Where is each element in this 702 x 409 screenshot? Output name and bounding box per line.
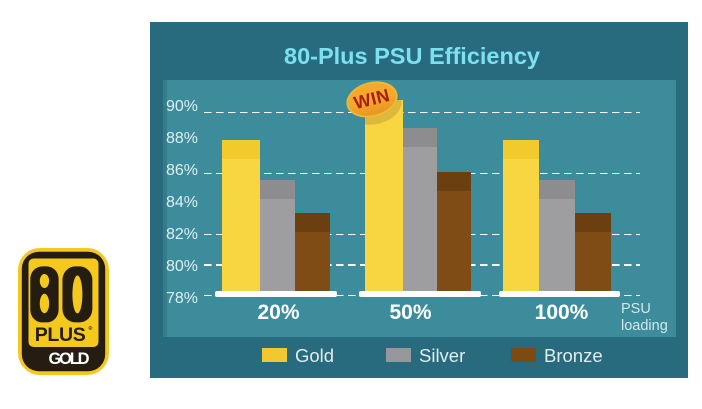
- svg-text:PLUS: PLUS: [35, 324, 87, 346]
- svg-text:®: ®: [89, 325, 93, 332]
- svg-text:GOLD: GOLD: [49, 350, 90, 368]
